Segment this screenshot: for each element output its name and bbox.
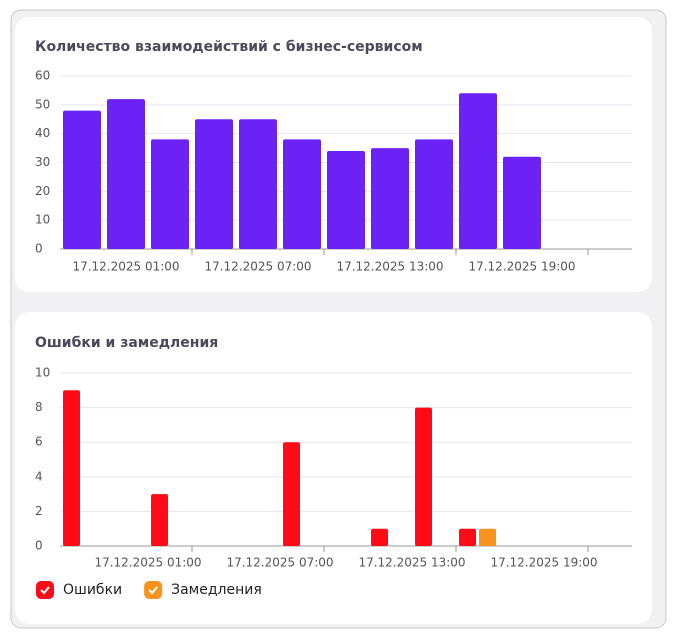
x-tick-label: 17.12.2025 01:00 (72, 260, 179, 274)
y-tick-label: 0 (35, 242, 43, 256)
bar (371, 528, 388, 546)
chart-title: Ошибки и замедления (35, 335, 218, 351)
legend-checkbox[interactable] (36, 581, 54, 599)
y-tick-label: 4 (35, 469, 43, 483)
x-tick-label: 17.12.2025 13:00 (358, 556, 465, 570)
x-tick-label: 17.12.2025 07:00 (204, 260, 311, 274)
y-tick-label: 30 (35, 155, 50, 169)
y-tick-label: 50 (35, 97, 50, 111)
bar (283, 442, 300, 546)
chart-title: Количество взаимодействий с бизнес-серви… (35, 39, 423, 55)
x-tick-label: 17.12.2025 19:00 (468, 260, 575, 274)
x-tick-label: 17.12.2025 13:00 (336, 260, 443, 274)
y-tick-label: 10 (35, 366, 50, 380)
bar (63, 390, 80, 546)
legend-check (148, 586, 158, 595)
x-tick-label: 17.12.2025 07:00 (226, 556, 333, 570)
y-tick-label: 40 (35, 126, 50, 140)
bar (503, 156, 541, 249)
bar (415, 407, 432, 546)
y-tick-label: 2 (35, 504, 43, 518)
bar (479, 528, 496, 546)
bar (239, 119, 277, 249)
bar (283, 139, 321, 249)
bar (195, 119, 233, 249)
y-tick-label: 10 (35, 213, 50, 227)
bar (371, 148, 409, 249)
bar (151, 139, 189, 249)
bar (327, 150, 365, 249)
y-tick-label: 6 (35, 435, 43, 449)
card (15, 312, 652, 624)
legend-checkbox[interactable] (144, 581, 163, 599)
x-tick-label: 17.12.2025 19:00 (490, 556, 597, 570)
bar (459, 93, 497, 249)
y-tick-label: 20 (35, 184, 50, 198)
y-tick-label: 8 (35, 400, 43, 414)
bar (415, 139, 453, 249)
y-tick-label: 60 (35, 69, 50, 83)
bar (151, 494, 168, 546)
bar (63, 110, 101, 249)
bar (459, 528, 476, 546)
legend-check (40, 586, 50, 595)
legend-label: Ошибки (63, 582, 122, 598)
legend-label: Замедления (171, 582, 262, 598)
x-tick-label: 17.12.2025 01:00 (94, 556, 201, 570)
bar (107, 99, 145, 249)
y-tick-label: 0 (35, 539, 43, 553)
